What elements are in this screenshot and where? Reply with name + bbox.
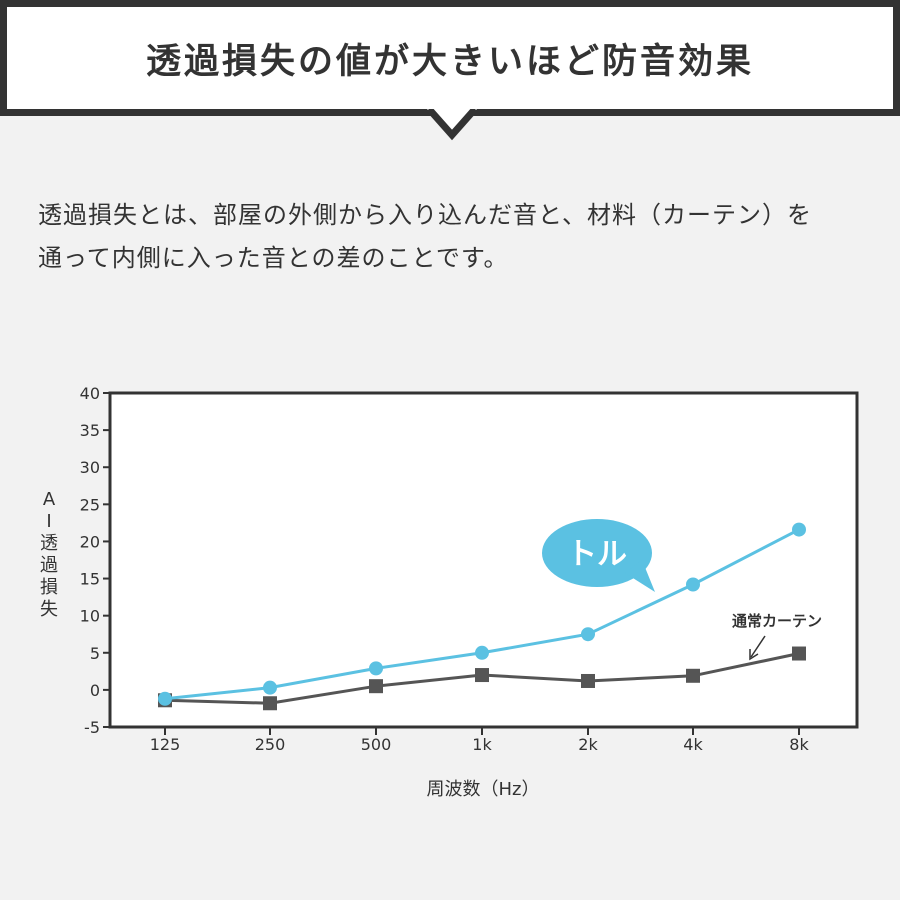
series-0-point [263,680,277,695]
series-1-point [263,696,277,711]
y-tick-label: 0 [90,681,100,700]
arrow-line [750,635,766,658]
series-1-point [369,679,383,694]
y-tick-label: 15 [80,570,100,589]
series-0-point [686,577,700,592]
series-1-point [581,673,595,688]
series-1-point [686,668,700,683]
x-tick-label: 1k [472,735,492,754]
series-0-point [475,645,489,660]
series-1-point [792,646,806,661]
description-line-1: 透過損失とは、部屋の外側から入り込んだ音と、材料（カーテン）を [38,201,813,229]
y-axis-label-char: 失 [40,599,58,620]
title-box: 透過損失の値が大きいほど防音効果 [0,0,900,116]
x-tick-label: 2k [578,735,598,754]
description-line-2: 通って内側に入った音との差のことです。 [38,244,509,272]
y-tick-label: 35 [80,421,100,440]
series-0-point [158,691,172,706]
x-tick-label: 500 [361,735,392,754]
chart: 40 35 30 25 20 15 10 5 0 -5 A I 透過損失 125 250 500 1k 2k 4k… [0,360,900,820]
x-tick-label: 4k [683,735,703,754]
description: 透過損失とは、部屋の外側から入り込んだ音と、材料（カーテン）を 通って内側に入っ… [38,194,878,280]
y-axis-label-char: 過 [40,555,58,576]
page-title: 透過損失の値が大きいほど防音効果 [145,41,754,82]
y-tick-label: 30 [80,458,100,477]
y-axis-label-char: 損 [40,577,58,598]
y-axis-label-char: A [43,489,56,510]
y-tick-label: -5 [84,718,100,737]
x-axis-label: 周波数（Hz） [427,779,540,800]
y-tick-label: 20 [80,532,100,551]
x-tick-label: 8k [789,735,809,754]
y-tick-label: 5 [90,644,100,663]
title-pointer [427,109,477,141]
arrow-head [749,649,759,661]
series-0-point [369,661,383,676]
y-tick-label: 25 [80,495,100,514]
plot-area [108,391,859,729]
arrow-label: 通常カーテン [732,612,822,630]
x-tick-label: 125 [150,735,181,754]
callout-label: トル [567,537,627,572]
y-axis-label-char: 透 [40,533,58,554]
x-tick-label: 250 [255,735,286,754]
series-0-point [581,627,595,642]
series-0-point [792,522,806,537]
callout-tail [625,560,655,592]
y-tick-label: 10 [80,607,100,626]
y-tick-label: 40 [80,384,100,403]
y-axis-label-char: I [46,511,51,532]
callout-bubble [542,519,652,587]
series-1-point [475,668,489,683]
